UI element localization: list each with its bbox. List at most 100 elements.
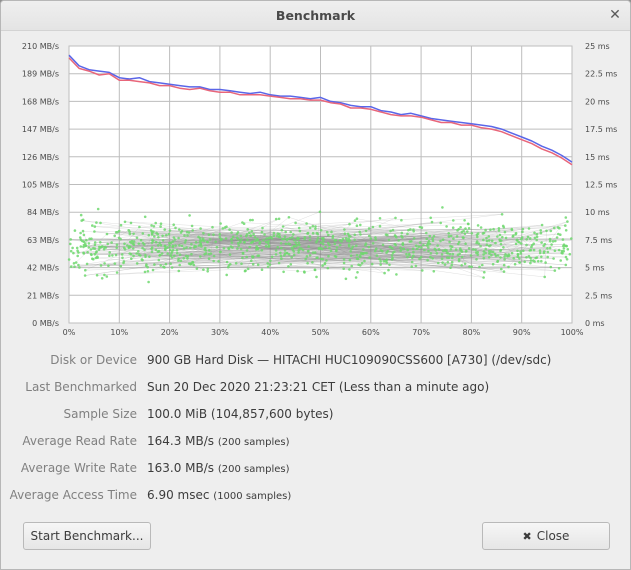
- access-time-point: [240, 238, 243, 241]
- close-button[interactable]: ✖ Close: [482, 522, 610, 550]
- access-time-point: [406, 255, 409, 259]
- access-time-point: [172, 223, 175, 226]
- access-time-point: [99, 264, 103, 267]
- access-time-point: [308, 238, 312, 242]
- access-time-point: [427, 249, 430, 253]
- access-time-point: [82, 233, 86, 237]
- access-time-point: [150, 224, 153, 227]
- access-time-point: [429, 216, 433, 220]
- access-time-point: [321, 264, 324, 267]
- access-time-point: [313, 251, 317, 254]
- access-time-point: [93, 241, 97, 244]
- access-time-point: [203, 239, 206, 243]
- y-left-tick-label: 168 MB/s: [22, 97, 59, 106]
- access-time-point: [503, 255, 507, 258]
- access-time-point: [549, 265, 553, 269]
- access-time-point: [457, 259, 461, 263]
- access-time-point: [338, 243, 342, 247]
- access-time-point: [449, 248, 453, 251]
- access-time-point: [463, 219, 466, 222]
- access-time-point: [248, 231, 251, 235]
- access-time-point: [99, 221, 102, 225]
- access-time-point: [308, 254, 312, 257]
- access-time-point: [242, 222, 246, 225]
- access-time-point: [305, 222, 308, 225]
- access-time-point: [367, 245, 371, 249]
- access-time-point: [447, 235, 451, 238]
- access-time-point: [539, 229, 542, 232]
- access-time-point: [166, 252, 169, 255]
- access-time-point: [276, 246, 280, 249]
- access-time-point: [270, 255, 274, 259]
- access-time-point: [325, 230, 329, 234]
- access-time-point: [402, 247, 405, 251]
- access-time-point: [306, 250, 310, 253]
- access-time-point: [489, 228, 492, 231]
- access-time-point: [170, 266, 174, 269]
- access-time-point: [525, 256, 528, 259]
- access-time-point: [284, 242, 288, 246]
- access-time-point: [469, 254, 473, 257]
- access-time-point: [454, 248, 458, 251]
- access-time-point: [260, 268, 264, 271]
- access-time-point: [468, 265, 471, 268]
- access-time-point: [551, 240, 555, 243]
- access-time-point: [466, 222, 470, 226]
- access-time-point: [439, 239, 442, 243]
- access-time-point: [355, 224, 359, 227]
- access-time-point: [319, 229, 323, 232]
- access-time-point: [393, 234, 397, 237]
- access-time-point: [261, 226, 264, 230]
- access-time-point: [379, 263, 383, 266]
- access-time-point: [126, 244, 129, 247]
- access-time-point: [427, 246, 430, 249]
- access-time-point: [179, 231, 183, 234]
- window-close-icon[interactable]: ✕: [609, 7, 621, 23]
- access-time-point: [95, 221, 98, 224]
- access-time-point: [564, 224, 567, 227]
- access-time-point: [362, 248, 365, 251]
- access-time-point: [348, 258, 352, 262]
- access-time-point: [162, 265, 165, 269]
- access-time-point: [321, 237, 325, 240]
- access-time-point: [208, 248, 211, 252]
- access-time-point: [128, 230, 131, 233]
- x-tick-label: 40%: [261, 328, 279, 337]
- access-time-point: [387, 238, 391, 242]
- access-time-point: [365, 251, 368, 255]
- access-time-point: [256, 237, 259, 241]
- y-left-tick-label: 147 MB/s: [22, 125, 59, 134]
- access-time-point: [207, 257, 211, 260]
- access-time-point: [182, 257, 186, 260]
- access-time-point: [360, 251, 363, 255]
- access-time-point: [164, 247, 167, 250]
- access-time-point: [364, 242, 368, 245]
- access-time-point: [510, 228, 514, 232]
- access-time-point: [335, 249, 338, 252]
- access-time-point: [81, 229, 85, 233]
- access-time-point: [548, 246, 552, 250]
- access-time-point: [135, 252, 138, 255]
- access-time-point: [83, 274, 87, 277]
- access-time-point: [360, 261, 364, 265]
- access-time-point: [220, 237, 223, 241]
- x-tick-label: 30%: [211, 328, 229, 337]
- access-time-point: [378, 217, 382, 220]
- access-time-point: [408, 253, 411, 257]
- access-time-point: [518, 261, 522, 264]
- access-time-point: [385, 261, 389, 264]
- access-time-point: [525, 238, 528, 241]
- access-time-point: [412, 230, 416, 233]
- access-time-point: [341, 237, 345, 241]
- access-time-point: [432, 234, 436, 238]
- info-row-access-time: Average Access Time 6.90 msec (1000 samp…: [1, 488, 630, 508]
- access-time-point: [151, 239, 155, 242]
- y-right-tick-label: 2.5 ms: [585, 291, 612, 300]
- access-time-point: [516, 252, 520, 256]
- access-time-point: [554, 239, 557, 243]
- y-right-tick-label: 5 ms: [585, 264, 605, 273]
- access-time-point: [292, 253, 296, 257]
- access-time-point: [77, 263, 80, 267]
- start-benchmark-button[interactable]: Start Benchmark...: [23, 522, 151, 550]
- info-label: Last Benchmarked: [25, 380, 137, 394]
